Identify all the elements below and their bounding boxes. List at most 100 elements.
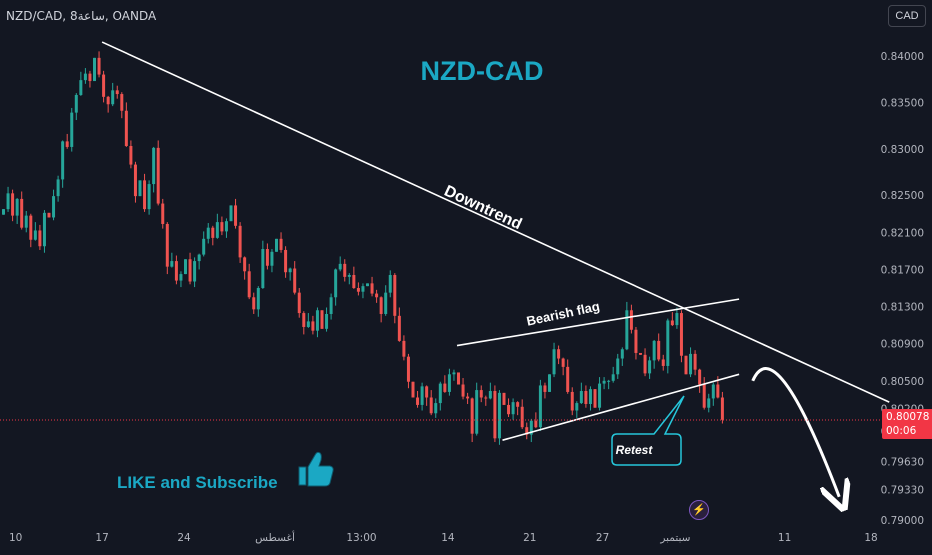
candle [79, 80, 83, 95]
x-tick-label: 18 [864, 532, 877, 544]
candle [602, 380, 606, 384]
candle [33, 230, 37, 240]
candle [179, 274, 183, 281]
candle [625, 310, 629, 350]
candle [220, 222, 224, 232]
candle [156, 147, 160, 204]
x-tick-label: 11 [778, 532, 791, 544]
candle [393, 275, 397, 316]
x-tick-label: 24 [177, 532, 191, 544]
y-tick-label: 0.79330 [881, 484, 924, 496]
candle [420, 386, 424, 405]
candle [443, 383, 447, 392]
candle [720, 397, 724, 420]
candle [61, 141, 65, 180]
candle [133, 164, 137, 197]
candle [470, 398, 474, 434]
candle [475, 390, 479, 434]
candle [716, 384, 720, 398]
candle [411, 381, 415, 398]
candle [83, 73, 87, 81]
x-tick-label: 13:00 [346, 532, 376, 544]
candle [493, 391, 497, 439]
candle [15, 198, 19, 216]
candle [425, 386, 429, 398]
candle [384, 292, 388, 314]
candle [275, 238, 278, 252]
x-tick-label: 27 [596, 532, 609, 544]
price-axis[interactable]: 0.84000 0.83500 0.83000 0.82500 0.82100 0.817… [881, 51, 924, 527]
x-tick-label: 10 [9, 532, 22, 544]
candle [607, 380, 611, 382]
candle [261, 249, 265, 288]
current-price-value: 0.80078 [886, 411, 930, 423]
candle [520, 406, 524, 428]
candle [297, 292, 301, 314]
candle [152, 147, 156, 185]
cta-label[interactable]: LIKE and Subscribe [117, 473, 278, 492]
candle [488, 391, 492, 399]
candle [270, 251, 274, 266]
candle [366, 283, 369, 287]
time-axis[interactable]: 10 17 24 أغسطس 13:00 14 21 27 سبتمبر 11 18 [9, 530, 878, 544]
candle [557, 349, 561, 359]
candle [184, 259, 187, 275]
candle [370, 283, 374, 294]
candle [325, 313, 329, 329]
trendline [101, 41, 890, 403]
candle [93, 57, 96, 82]
candle [129, 146, 133, 165]
candle [584, 391, 588, 404]
chart-title: NZD-CAD [421, 56, 544, 86]
candle [534, 420, 538, 428]
candle [397, 315, 401, 341]
x-tick-label: 17 [95, 532, 108, 544]
candle [306, 321, 310, 327]
lightning-icon[interactable]: ⚡ [689, 500, 709, 520]
candle [65, 141, 69, 147]
candle [552, 349, 556, 375]
currency-button[interactable]: CAD [888, 5, 926, 27]
candle [20, 198, 24, 228]
candle [206, 227, 210, 239]
y-tick-label: 0.84000 [881, 51, 924, 63]
candle [661, 359, 665, 366]
candle [38, 230, 42, 247]
candle [611, 374, 615, 381]
thumbs-up-icon[interactable] [298, 451, 334, 487]
candle [679, 313, 683, 356]
candle [329, 297, 333, 314]
y-tick-label: 0.80900 [881, 339, 924, 351]
candle [102, 74, 106, 97]
candle [693, 353, 697, 370]
retest-callout-box [611, 395, 685, 466]
candle [120, 94, 124, 111]
candle [616, 358, 620, 375]
candle [497, 392, 501, 439]
candle [570, 391, 574, 411]
candle [11, 193, 15, 216]
y-tick-label: 0.83500 [881, 97, 924, 109]
trendline [502, 373, 740, 441]
candle [598, 383, 602, 408]
candle [197, 254, 201, 262]
candle [457, 372, 460, 385]
candle [302, 313, 306, 327]
candle [2, 209, 5, 215]
candle [138, 180, 142, 197]
candle [288, 268, 292, 273]
candle [24, 215, 28, 228]
candle [484, 397, 488, 399]
candle [202, 238, 206, 255]
candle [88, 73, 92, 82]
candle [165, 223, 169, 267]
candle [466, 396, 470, 399]
candle [507, 404, 511, 415]
y-tick-label: 0.83000 [881, 144, 924, 156]
candle [320, 310, 324, 329]
candle [193, 261, 197, 282]
candle [6, 193, 10, 210]
candle [224, 221, 228, 232]
